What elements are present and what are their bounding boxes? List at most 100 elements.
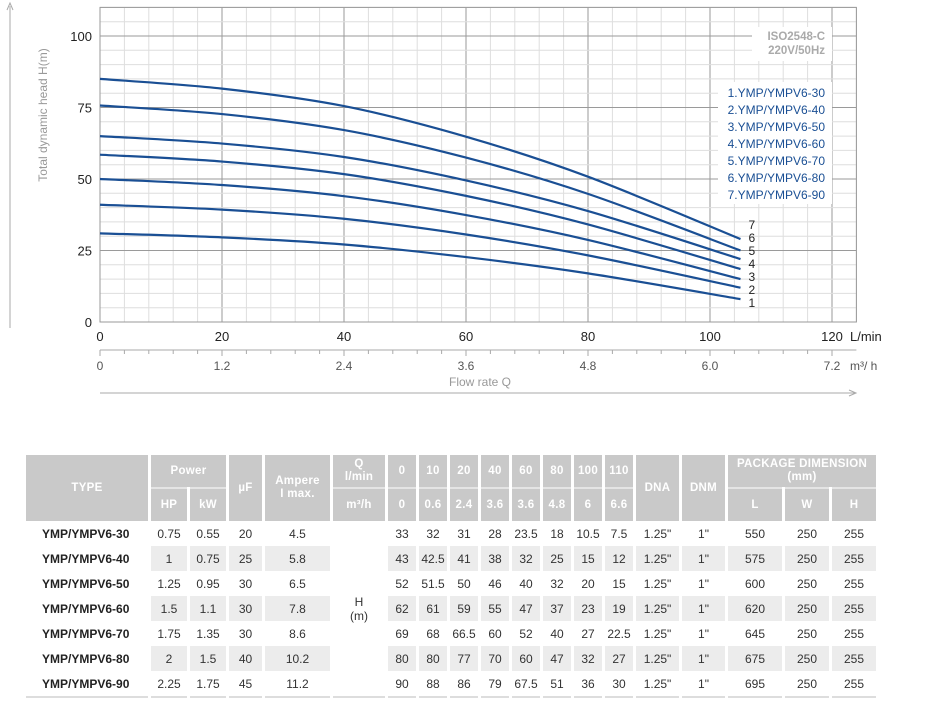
cell-dnm: 1": [698, 626, 709, 641]
cell-hp: 2: [151, 646, 187, 671]
header-ampere: Ampere I max.: [265, 455, 330, 521]
series-end-label: 5: [749, 244, 756, 258]
legend-background: [718, 82, 832, 204]
legend-entry: 5.YMP/YMPV6-70: [728, 154, 826, 168]
x-tick-label: 60: [459, 329, 473, 344]
cell-uf: 40: [229, 646, 262, 671]
cell-l: 620: [728, 596, 782, 621]
table-row: YMP/YMPV6-60 1.5 1.1 30 7.8 62 61 59 55 47 37 23 19 1…: [26, 596, 876, 621]
cell-dna: 1.25": [636, 646, 679, 671]
table-row: YMP/YMPV6-50 1.25 0.95 30 6.5 52 51.5 50 46 40 32 2…: [26, 571, 876, 596]
cell-hp: 1: [151, 546, 187, 571]
cell-w: 250: [785, 546, 829, 571]
header-flow-lmin: 60: [512, 455, 540, 487]
header-h: H: [832, 487, 876, 521]
series-end-label: 1: [749, 296, 756, 310]
header-uf: µF: [229, 455, 262, 521]
cell-head: 43: [388, 546, 416, 571]
cell-head: 70: [481, 646, 509, 671]
cell-head: 32: [550, 576, 564, 591]
cell-kw: 1.5: [190, 646, 226, 671]
header-flow-lmin: 80: [543, 455, 571, 487]
legend-entry: 6.YMP/YMPV6-80: [728, 171, 826, 185]
legend-entry: 1.YMP/YMPV6-30: [728, 86, 826, 100]
cell-ampere: 6.5: [289, 576, 306, 591]
header-type: TYPE: [26, 455, 148, 521]
cell-head: 32: [426, 526, 440, 541]
cell-head: 25: [543, 546, 571, 571]
series-end-label: 2: [749, 283, 756, 297]
cell-ampere: 4.5: [289, 526, 306, 541]
cell-hp: 0.75: [157, 526, 181, 541]
secondary-tick-label: 0: [97, 359, 104, 373]
cell-kw: 1.35: [196, 626, 220, 641]
header-l: L: [728, 487, 782, 521]
cell-dna: 1.25": [643, 526, 672, 541]
cell-head: 37: [543, 596, 571, 621]
cell-ampere: 11.2: [265, 671, 330, 698]
cell-head: 18: [550, 526, 564, 541]
series-line-2: [99, 203, 741, 289]
cell-uf: 30: [238, 576, 253, 591]
cell-head: 86: [450, 671, 478, 698]
header-flow-m3h: 6: [574, 487, 602, 521]
cell-l: 675: [728, 646, 782, 671]
cell-head: 51.5: [421, 576, 445, 591]
cell-head: 60: [512, 646, 540, 671]
cell-h: 255: [832, 596, 876, 621]
y-tick-label: 50: [78, 172, 92, 187]
cell-dna: 1.25": [643, 626, 672, 641]
cell-head: 51: [543, 671, 571, 698]
cell-kw: 0.75: [190, 546, 226, 571]
series-line-1: [99, 232, 741, 301]
cell-head: 42.5: [419, 546, 447, 571]
x-tick-label: 100: [699, 329, 721, 344]
cell-head: 10.5: [576, 526, 600, 541]
table-row: YMP/YMPV6-80 2 1.5 40 10.2 80 80 77 70 60 47 32 27 1.…: [26, 646, 876, 671]
cell-kw: 1.1: [190, 596, 226, 621]
x-unit-label: L/min: [850, 329, 882, 344]
cell-dnm: 1": [682, 546, 725, 571]
cell-dna: 1.25": [643, 576, 672, 591]
header-flow-lmin: 0: [388, 455, 416, 487]
cell-dna: 1.25": [636, 546, 679, 571]
cell-head: 60: [488, 626, 502, 641]
cell-uf: 20: [238, 526, 253, 541]
cell-uf: 30: [238, 626, 253, 641]
cell-type: YMP/YMPV6-70: [42, 626, 130, 641]
cell-head: 80: [388, 646, 416, 671]
cell-w: 250: [785, 671, 829, 698]
table-row: YMP/YMPV6-90 2.25 1.75 45 11.2 90 88 86 79 67.5 51…: [26, 671, 876, 698]
cell-head: 15: [574, 546, 602, 571]
header-flow-lmin: 40: [481, 455, 509, 487]
y-axis-label: Total dynamic head H(m): [36, 48, 50, 181]
header-flow-lmin: 20: [450, 455, 478, 487]
cell-w: 250: [796, 626, 818, 641]
header-flow-m3h: 3.6: [512, 487, 540, 521]
secondary-tick-label: 2.4: [336, 359, 353, 373]
cell-l: 575: [728, 546, 782, 571]
cell-ampere: 7.8: [265, 596, 330, 621]
cell-head: 27: [605, 646, 633, 671]
cell-l: 550: [744, 526, 766, 541]
table-row: YMP/YMPV6-40 1 0.75 25 5.8 43 42.5 41 38 32 25 15 12…: [26, 546, 876, 571]
cell-h: 255: [843, 576, 865, 591]
cell-head: 23.5: [514, 526, 538, 541]
secondary-tick-label: 4.8: [580, 359, 597, 373]
header-hp: HP: [151, 487, 187, 521]
series-end-label: 7: [749, 218, 756, 232]
cell-dnm: 1": [682, 671, 725, 698]
cell-head: 41: [450, 546, 478, 571]
header-flow-m3h: 0: [388, 487, 416, 521]
cell-head: 47: [512, 596, 540, 621]
table-row: YMP/YMPV6-70 1.75 1.35 30 8.6 69 68 66.5 60 52 40 2…: [26, 621, 876, 646]
cell-head: 27: [581, 626, 595, 641]
cell-ampere: 8.6: [289, 626, 306, 641]
cell-head: 55: [481, 596, 509, 621]
cell-dnm: 1": [682, 596, 725, 621]
legend-entry: 7.YMP/YMPV6-90: [728, 188, 826, 202]
header-flow-m3h: 6.6: [605, 487, 633, 521]
cell-h: 255: [832, 671, 876, 698]
cell-dnm: 1": [682, 646, 725, 671]
